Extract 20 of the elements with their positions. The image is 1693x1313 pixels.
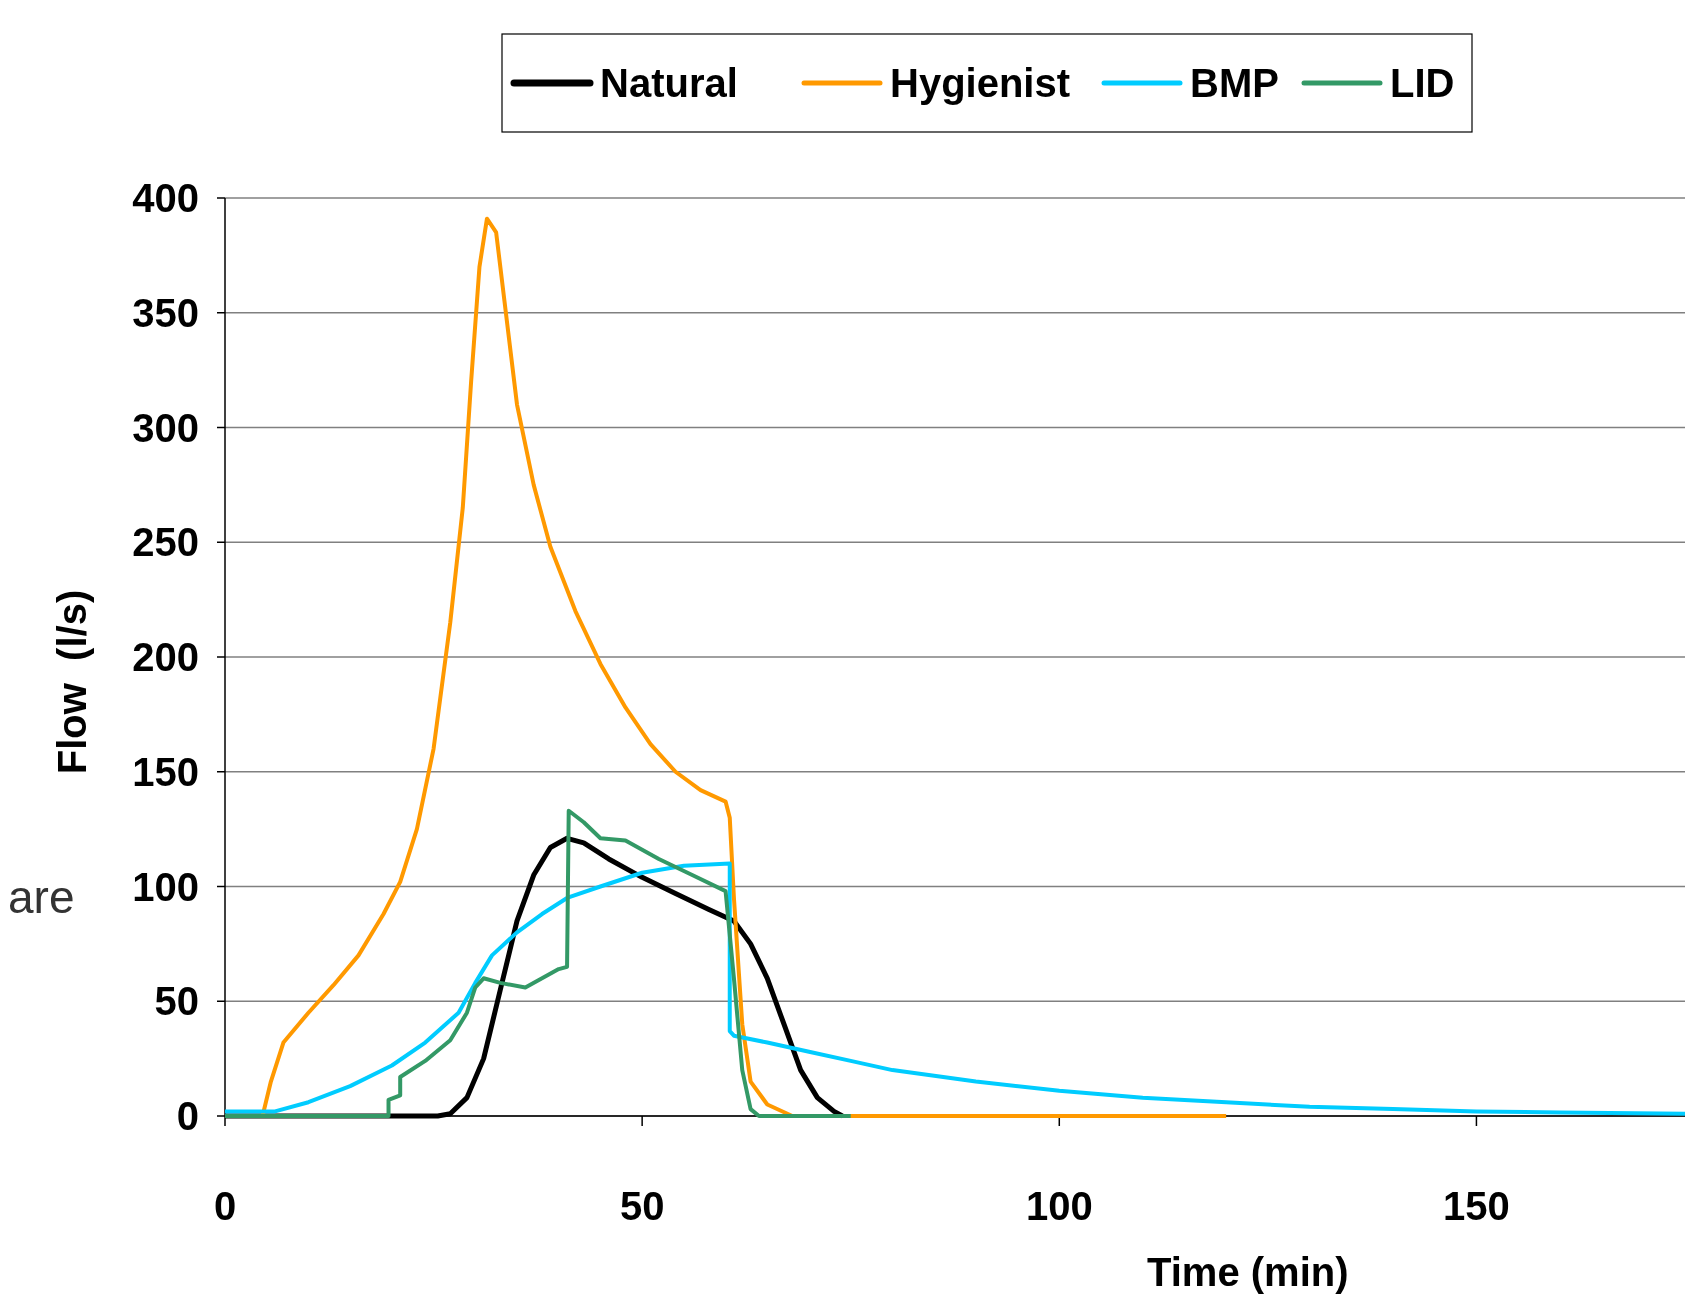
y-tick-label: 50 [154, 979, 199, 1024]
y-tick-label: 150 [132, 749, 199, 794]
x-axis-title: Time (min) [1147, 1250, 1349, 1294]
text: are [8, 871, 75, 923]
y-tick-label: 0 [176, 1094, 199, 1138]
y-tick-label: 400 [132, 176, 199, 220]
x-tick-label: 150 [1443, 1184, 1510, 1228]
legend-label: BMP [1190, 61, 1279, 105]
x-tick-label: 50 [619, 1184, 665, 1228]
legend-label: Natural [600, 61, 738, 105]
x-tick-label: 0 [213, 1184, 237, 1228]
y-tick-label: 350 [132, 290, 199, 335]
legend-label: LID [1390, 61, 1455, 105]
y-tick-label: 250 [132, 520, 199, 565]
legend-label: Hygienist [890, 61, 1071, 105]
y-tick-label: 300 [132, 405, 199, 450]
y-tick-label: 100 [132, 864, 199, 909]
y-tick-label: 200 [132, 635, 199, 679]
y-axis-title: Flow (l/s) [50, 589, 94, 775]
x-tick-label: 100 [1025, 1184, 1093, 1228]
